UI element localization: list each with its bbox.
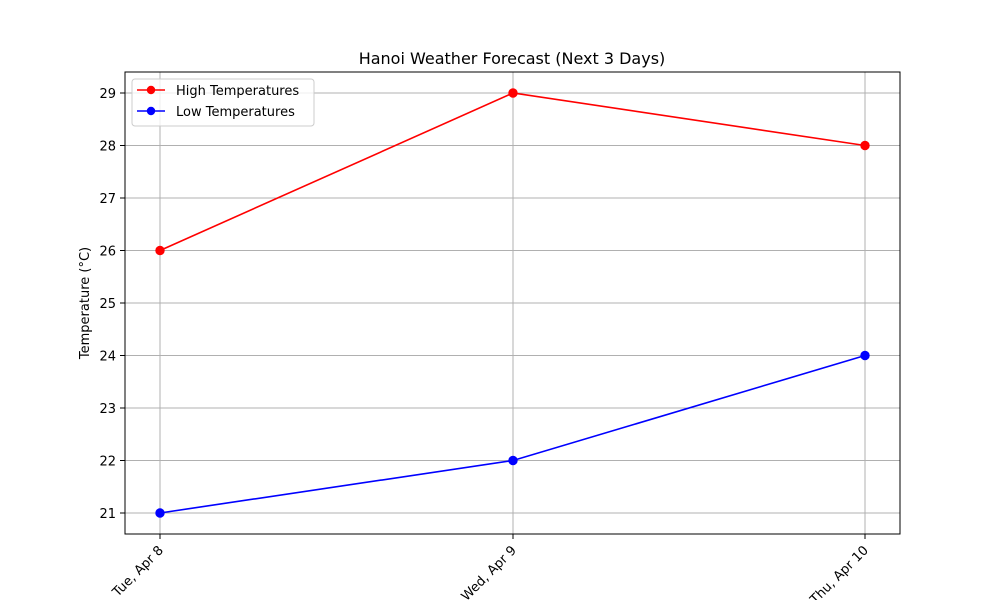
x-tick-label: Wed, Apr 9 xyxy=(459,543,520,600)
x-tick-label: Thu, Apr 10 xyxy=(807,543,872,600)
data-point xyxy=(508,455,518,466)
y-tick-label: 21 xyxy=(99,507,116,522)
legend-label: High Temperatures xyxy=(176,84,299,99)
x-tick-label: Tue, Apr 8 xyxy=(109,543,167,600)
legend-marker xyxy=(146,85,156,95)
series-layer xyxy=(155,88,870,518)
data-point xyxy=(860,140,870,151)
legend-label: Low Temperatures xyxy=(176,105,295,120)
y-tick-label: 26 xyxy=(99,245,116,260)
y-tick-label: 28 xyxy=(99,140,116,155)
y-tick-label: 27 xyxy=(99,192,116,207)
y-axis-ticks: 21 22 23 24 25 26 27 28 29 xyxy=(99,87,125,522)
y-tick-label: 22 xyxy=(99,455,116,470)
chart-title: Hanoi Weather Forecast (Next 3 Days) xyxy=(359,49,666,68)
y-tick-label: 25 xyxy=(99,297,116,312)
y-axis-label: Temperature (°C) xyxy=(78,247,93,360)
y-tick-label: 29 xyxy=(99,87,116,102)
data-point xyxy=(155,245,165,256)
y-tick-label: 23 xyxy=(99,402,116,417)
legend: High Temperatures Low Temperatures xyxy=(131,78,315,127)
y-tick-label: 24 xyxy=(99,350,116,365)
plot-frame xyxy=(124,71,901,535)
legend-marker xyxy=(146,106,156,116)
x-axis-ticks: Tue, Apr 8 Wed, Apr 9 Thu, Apr 10 xyxy=(109,534,872,600)
data-point xyxy=(155,508,165,518)
data-point xyxy=(508,88,518,98)
data-point xyxy=(860,350,870,361)
legend-box xyxy=(131,78,315,127)
